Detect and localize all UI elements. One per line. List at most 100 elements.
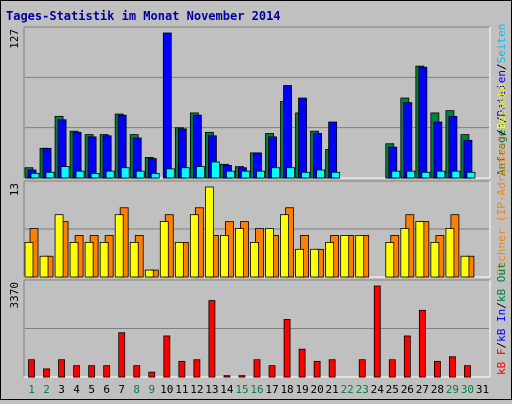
panel-top-bar-seiten-26 [406,170,416,179]
panel-top-bar-seiten-25 [391,170,401,179]
day-label-4: 4 [73,383,80,396]
panel-mid-bar-besuche-4 [69,241,79,278]
panel-bot-bar-kb-f-28 [433,360,441,378]
day-label-30: 30 [461,383,474,396]
panel-bot-bar-kb-f-9 [148,371,156,378]
panel-top-bar-seiten-17 [271,167,280,179]
panel-bot-bar-kb-f-17 [268,365,276,378]
day-label-11: 11 [175,383,188,396]
panel-top-series-label-part-0: Anfragen [495,123,508,176]
panel-top-bar-seiten-18 [286,167,295,179]
panel-top-bar-seiten-11 [180,167,190,179]
panel-top-bar-seiten-1 [30,173,40,179]
panel-mid-bar-besuche-13 [204,186,214,278]
panel-mid-bar-besuche-9 [144,269,154,278]
panel-bot-bar-kb-f-23 [358,359,366,378]
panel-mid-bar-besuche-11 [174,241,184,278]
panel-top-bar-seiten-29 [451,170,461,179]
panel-mid-bar-besuche-8 [129,241,139,278]
panel-top-bar-seiten-3 [60,166,70,179]
day-label-29: 29 [446,383,459,396]
day-label-25: 25 [386,383,399,396]
day-label-18: 18 [280,383,293,396]
day-label-6: 6 [103,383,110,396]
panel-top-bar-seiten-19 [301,171,310,179]
panel-mid-bar-besuche-26 [400,228,410,278]
panel-mid-bar-besuche-22 [340,235,350,278]
panel-bot-bar-kb-f-7 [118,332,126,378]
panel-bot-bar-kb-f-10 [163,335,171,378]
panel-bot-bar-kb-f-25 [388,359,396,378]
panel-mid-bar-besuche-19 [295,248,304,278]
panel-bot-bar-kb-f-14 [223,375,231,378]
panel-bot-series-label-part-4: kB Out [495,262,508,302]
panel-top-series-label-part-3: / [495,63,508,70]
panel-top-series-label: Anfragen/Dateien/Seiten [495,24,508,176]
panel-bot-bar-kb-f-20 [313,360,321,378]
day-label-7: 7 [118,383,125,396]
panel-top-bar-seiten-15 [241,170,250,179]
panel-top-bar-seiten-14 [226,170,235,179]
day-label-14: 14 [220,383,234,396]
panel-bot-bar-kb-f-29 [449,356,456,378]
panel-mid-bar-besuche-29 [445,228,455,278]
day-label-3: 3 [58,383,65,396]
day-label-31: 31 [476,383,489,396]
panel-top-bar-seiten-6 [105,170,115,179]
day-label-27: 27 [416,383,429,396]
panel-top-series-label-part-2: Dateien [495,70,508,116]
panel-mid-bar-besuche-1 [24,241,34,278]
panel-mid-ymax-label: 13 [8,183,21,196]
panel-bot-bar-kb-f-8 [133,365,141,378]
panel-mid-bar-besuche-27 [415,221,425,278]
panel-bot-bar-kb-f-26 [403,335,411,378]
day-label-8: 8 [133,383,140,396]
panel-top-bar-seiten-10 [165,168,175,179]
panel-mid-bar-besuche-17 [265,228,274,278]
day-label-23: 23 [356,383,369,396]
panel-top-bar-seiten-2 [45,171,55,179]
panel-bot-ymax-label: 3370 [8,282,21,309]
day-label-13: 13 [205,383,218,396]
panel-mid-bar-besuche-28 [430,241,440,278]
day-label-10: 10 [160,383,173,396]
panel-bot-bar-kb-f-27 [418,309,426,378]
panel-mid-series-label-part-1: / [495,129,508,136]
panel-bot-bar-kb-f-2 [43,368,50,378]
panel-mid-bar-besuche-7 [114,214,124,278]
panel-bot-bar-kb-f-19 [298,348,306,378]
panel-top-bar-seiten-30 [466,171,476,179]
panel-bot-bar-kb-f-4 [73,365,81,378]
panel-top-bar-seiten-27 [421,171,431,179]
day-label-9: 9 [148,383,155,396]
panel-bot-series-label-part-2: kB In [495,309,508,342]
day-label-5: 5 [88,383,95,396]
panel-top-bar-seiten-13 [210,161,220,179]
panel-mid-bar-besuche-15 [235,228,244,278]
day-label-17: 17 [265,383,278,396]
day-label-28: 28 [431,383,444,396]
panel-mid-bar-besuche-30 [460,255,470,278]
panel-bot-bar-kb-f-1 [28,359,35,378]
panel-mid-bar-besuche-12 [189,214,199,278]
panel-bot-bar-kb-f-15 [238,375,246,378]
day-label-19: 19 [295,383,308,396]
panel-bot-bar-kb-f-30 [464,365,471,378]
panel-mid-bar-besuche-23 [355,235,365,278]
panel-top-bar-seiten-7 [120,167,130,179]
day-label-15: 15 [235,383,248,396]
panel-mid-bar-besuche-10 [159,221,169,278]
panel-top-bar-seiten-21 [331,171,341,179]
panel-top-bar-seiten-16 [256,170,265,179]
panel-mid-bar-besuche-16 [250,241,259,278]
panel-mid-series-label-part-0: Rechner (IP-Adressen) [495,136,508,275]
panel-top-bar-seiten-9 [150,173,160,179]
panel-bot-bar-kb-f-11 [178,360,186,378]
panel-top-bar-seiten-12 [195,166,205,179]
panel-bot-bar-kb-f-21 [328,359,336,378]
panel-bot-bar-kb-f-5 [88,365,96,378]
day-label-2: 2 [43,383,50,396]
